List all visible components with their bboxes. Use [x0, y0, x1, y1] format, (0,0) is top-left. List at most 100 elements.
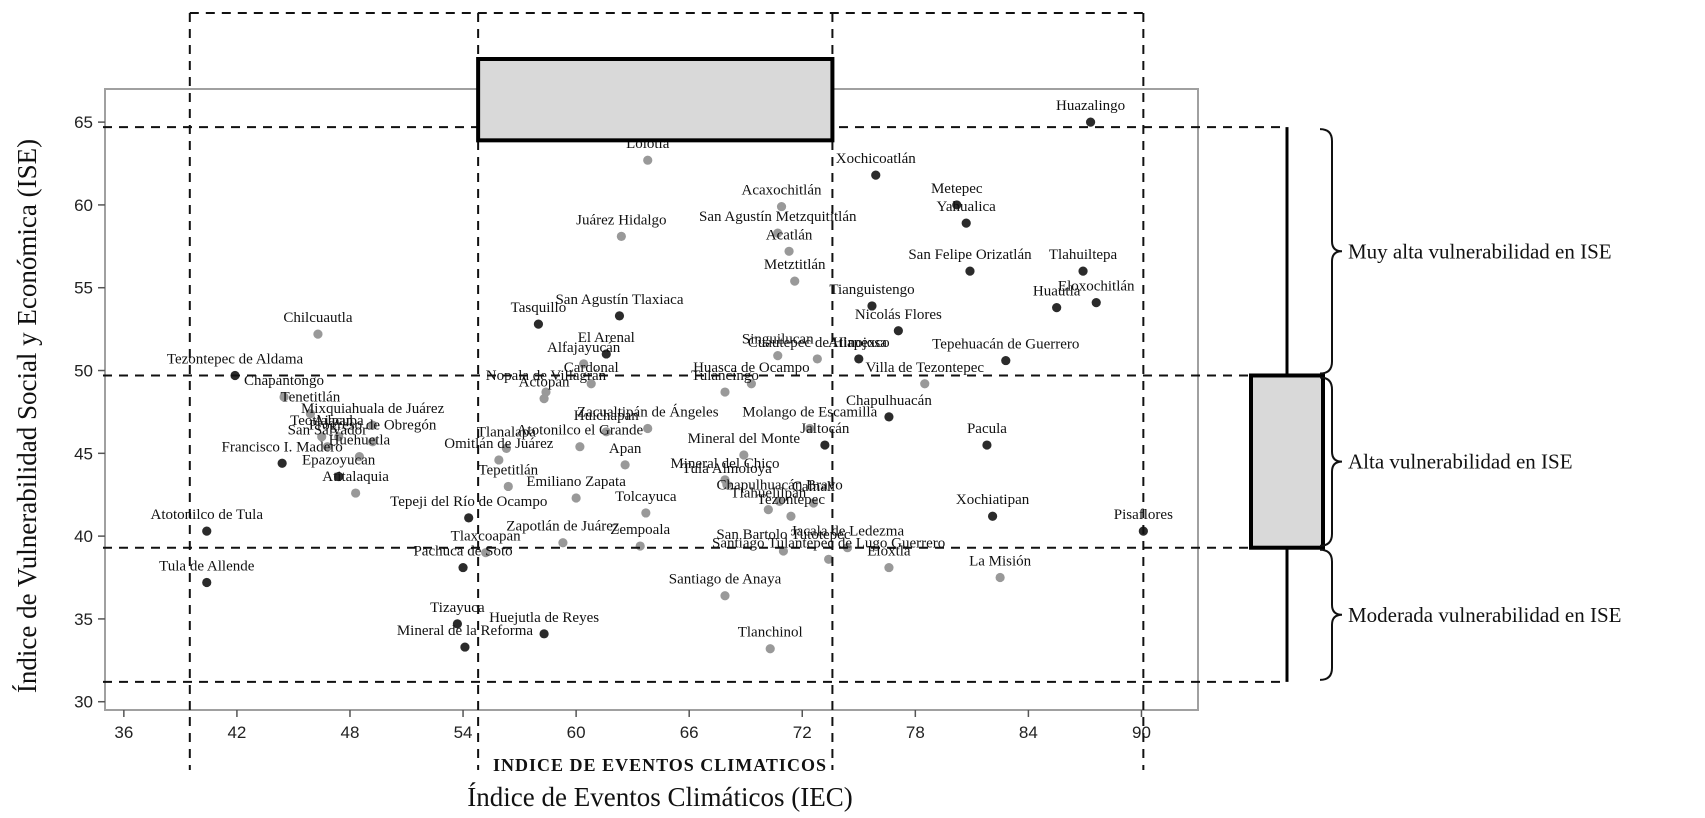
- data-point: [643, 155, 653, 165]
- data-point: [854, 354, 864, 364]
- data-point: [601, 427, 611, 437]
- point-label: Yahualica: [937, 199, 997, 215]
- data-point: [987, 511, 998, 521]
- point-label: Tenetitlán: [281, 390, 341, 406]
- point-label: Tezontepec: [757, 492, 825, 508]
- point-label: Metztitlán: [764, 257, 826, 273]
- point-label: Teotlalpan: [290, 413, 354, 429]
- point-label: Omitlán de Juárez: [444, 436, 553, 452]
- data-point: [571, 493, 581, 503]
- point-label: San Salvador: [288, 423, 368, 439]
- data-point: [334, 471, 344, 482]
- data-point: [533, 319, 544, 329]
- x-tick-label: 90: [1132, 723, 1151, 742]
- point-label: Pachuca de Soto: [413, 544, 512, 560]
- point-label: Tlahuelilpan: [730, 486, 806, 502]
- data-point: [784, 246, 794, 256]
- point-label: Xochiatipan: [956, 492, 1030, 508]
- point-label: Zapotlán de Juárez: [506, 519, 620, 535]
- data-point: [763, 505, 773, 515]
- data-point: [775, 496, 785, 506]
- data-point: [1078, 266, 1088, 276]
- data-point: [458, 562, 468, 573]
- data-point: [334, 432, 344, 442]
- point-label: Tepehuacán de Guerrero: [932, 337, 1079, 353]
- x-tick-label: 36: [114, 723, 133, 742]
- point-label: Tula Almoloya: [682, 461, 772, 477]
- data-point: [367, 437, 378, 447]
- point-label: Tepeji del Río de Ocampo: [390, 494, 547, 510]
- data-point: [773, 351, 783, 361]
- data-point: [720, 591, 730, 601]
- point-label: Tianguistengo: [829, 282, 914, 298]
- point-label: Atitalaquia: [322, 469, 389, 485]
- point-label: Tulancingo: [691, 368, 759, 384]
- point-label: Huasca de Ocampo: [693, 360, 810, 376]
- x-tick-label: 42: [227, 723, 246, 742]
- data-point: [202, 526, 212, 536]
- points-layer: [202, 117, 1148, 654]
- data-point: [1091, 298, 1101, 308]
- data-point: [961, 218, 971, 228]
- point-label: Cuautepec de Hinojosa: [748, 335, 887, 351]
- point-label: Apan: [609, 441, 642, 457]
- data-point: [1052, 302, 1062, 313]
- data-point: [641, 508, 651, 518]
- point-label: Tolcayuca: [615, 489, 677, 505]
- point-label: Tlahuiltepa: [1049, 247, 1118, 263]
- data-point: [965, 266, 975, 276]
- data-point: [539, 629, 549, 639]
- data-point: [305, 408, 316, 419]
- data-point: [776, 201, 787, 212]
- data-point: [790, 276, 800, 286]
- data-point: [279, 392, 289, 402]
- point-label: San Bartolo Tutotepec: [716, 527, 851, 543]
- point-label: La Misión: [969, 554, 1032, 570]
- point-label: Xochicoatlán: [836, 151, 916, 167]
- data-point: [501, 443, 511, 453]
- x-tick-label: 84: [1019, 723, 1038, 742]
- point-label: Zacualtipán de Ángeles: [577, 403, 719, 420]
- point-label: Eloxochitlán: [1058, 279, 1135, 295]
- point-label: Molango de Escamilla: [742, 404, 877, 420]
- point-label: Huejutla de Reyes: [489, 610, 599, 626]
- point-label: Acaxochitlán: [742, 183, 822, 199]
- data-point: [579, 359, 589, 369]
- point-label: Tasquillo: [511, 300, 567, 316]
- data-point: [601, 349, 611, 359]
- data-point: [277, 458, 287, 468]
- data-point: [481, 548, 491, 558]
- point-label: Chilcuautla: [283, 310, 352, 326]
- point-label: Tizayuca: [430, 600, 485, 616]
- point-label: Mineral del Chico: [670, 456, 779, 472]
- data-point: [884, 412, 894, 422]
- x-tick-label: 48: [341, 723, 360, 742]
- data-point: [893, 326, 903, 336]
- x-tick-label: 66: [680, 723, 699, 742]
- point-label: Actopan: [519, 375, 570, 391]
- point-label: Acatlán: [766, 227, 813, 243]
- band-brace: [1319, 548, 1343, 681]
- data-point: [586, 379, 596, 389]
- y-tick-label: 35: [74, 610, 93, 629]
- iec-boxplot-box: [476, 57, 835, 143]
- point-label: Jaltocán: [800, 421, 850, 437]
- point-label: Tepetitlán: [478, 462, 538, 478]
- data-point: [464, 513, 474, 523]
- point-label: Santiago de Anaya: [669, 572, 782, 588]
- point-label: Chapantongo: [244, 373, 324, 389]
- y-tick-label: 50: [74, 362, 93, 381]
- point-label: Pacula: [967, 421, 1007, 437]
- data-point: [824, 554, 834, 564]
- band-brace: [1319, 128, 1343, 375]
- point-label: Chapulhuacán Bravo: [717, 477, 843, 493]
- point-label: Emiliano Zapata: [526, 474, 626, 490]
- overlay-layer: Muy alta vulnerabilidad en ISE Alta vulne…: [103, 12, 1622, 770]
- data-point: [778, 546, 789, 556]
- point-label: Atlapexco: [828, 335, 890, 351]
- x-axis-title: Índice de Eventos Climáticos (IEC): [467, 782, 852, 812]
- data-point: [460, 642, 470, 652]
- point-label: Mixquiahuala de Juárez: [301, 401, 445, 417]
- data-point: [494, 455, 504, 465]
- data-point: [808, 498, 819, 508]
